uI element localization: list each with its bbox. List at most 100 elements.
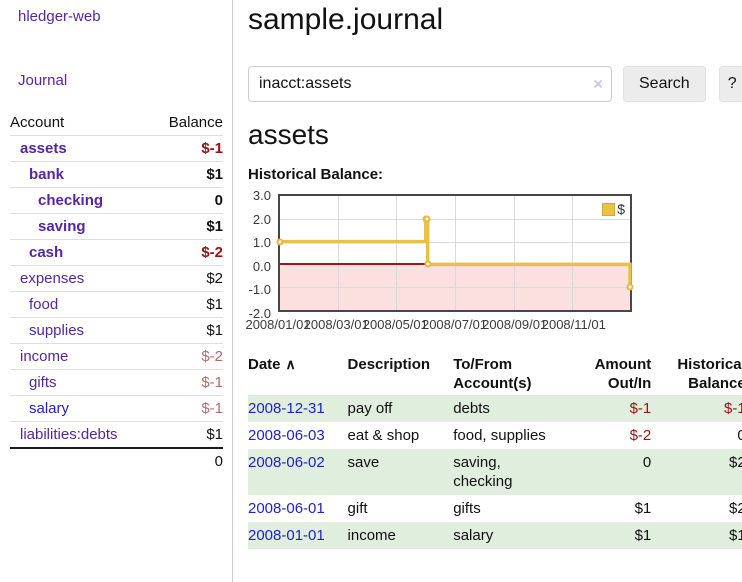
account-link[interactable]: expenses bbox=[20, 270, 85, 287]
sidebar-item-journal[interactable]: Journal bbox=[18, 72, 68, 89]
amount-header: Amount Out/In bbox=[594, 356, 652, 392]
balance-column-header: Balance bbox=[151, 110, 223, 136]
transaction-accounts: gifts bbox=[453, 500, 481, 517]
account-link[interactable]: checking bbox=[38, 192, 104, 209]
register-table: Date ∧ Description To/From Account(s) Amo… bbox=[248, 353, 742, 549]
transaction-description: save bbox=[347, 454, 380, 471]
register-header-row: Date ∧ Description To/From Account(s) Amo… bbox=[248, 353, 742, 395]
account-link[interactable]: gifts bbox=[29, 374, 57, 391]
chart-legend: $ bbox=[602, 201, 625, 217]
account-balance: $-2 bbox=[151, 239, 223, 266]
page-title: sample.journal bbox=[248, 3, 444, 36]
sidebar-account-row: saving $1 bbox=[10, 213, 223, 240]
account-link[interactable]: cash bbox=[29, 244, 64, 261]
transaction-description: gift bbox=[347, 500, 368, 517]
search-input[interactable] bbox=[248, 66, 612, 102]
y-axis-tick-label: 2.0 bbox=[252, 211, 271, 227]
chart-title: Historical Balance: bbox=[248, 166, 384, 183]
account-balance: $1 bbox=[151, 317, 223, 344]
search-button[interactable]: Search bbox=[623, 66, 706, 102]
sidebar-total-row: 0 bbox=[10, 447, 223, 474]
accounts-header: To/From Account(s) bbox=[453, 356, 532, 392]
transaction-date-link[interactable]: 2008-06-02 bbox=[248, 454, 325, 471]
main-content: sample.journal × Search ? assets Histori… bbox=[233, 0, 742, 582]
account-balance: 0 bbox=[151, 187, 223, 214]
y-axis-tick-label: -1.0 bbox=[248, 282, 271, 298]
account-balance: $1 bbox=[151, 213, 223, 240]
brand-link[interactable]: hledger-web bbox=[18, 8, 101, 25]
date-sort-header[interactable]: Date ∧ bbox=[248, 353, 348, 395]
transaction-date-link[interactable]: 2008-01-01 bbox=[248, 527, 325, 544]
gridline bbox=[454, 196, 456, 310]
x-axis-tick-label: 2008/01/01 bbox=[245, 317, 311, 332]
register-row: 2008-12-31 pay off debts $-1 $-1 bbox=[248, 395, 742, 422]
account-balance-table: Account Balance assets $-1 bank $1 checking 0… bbox=[10, 110, 223, 474]
account-balance: $-1 bbox=[151, 369, 223, 396]
x-axis-tick-label: 2008/07/01 bbox=[421, 317, 488, 332]
transaction-description: income bbox=[347, 527, 396, 544]
transaction-description: pay off bbox=[347, 400, 393, 417]
date-header-label: Date bbox=[248, 356, 281, 373]
account-link[interactable]: supplies bbox=[29, 322, 85, 339]
account-link[interactable]: assets bbox=[20, 140, 67, 157]
y-axis-tick-label: 1.0 bbox=[252, 235, 271, 251]
gridline bbox=[396, 196, 398, 310]
transaction-date-link[interactable]: 2008-12-31 bbox=[248, 400, 325, 417]
transaction-amount: 0 bbox=[642, 454, 652, 471]
sidebar-account-row: checking 0 bbox=[10, 187, 223, 214]
x-axis-tick-label: 2008/03/01 bbox=[303, 317, 369, 332]
balance-header: Historical Balance bbox=[677, 356, 742, 392]
transaction-accounts: debts bbox=[453, 400, 490, 417]
balance-series-line bbox=[280, 196, 630, 310]
data-point-marker bbox=[626, 283, 634, 291]
sidebar-account-rows: assets $-1 bank $1 checking 0 saving $1 cash $-2 e… bbox=[10, 135, 223, 474]
sidebar-account-row: assets $-1 bbox=[10, 135, 223, 162]
account-balance: $1 bbox=[151, 291, 223, 318]
chart-y-axis-labels: 3.0 2.0 1.0 0.0 -1.0 -2.0 bbox=[248, 189, 274, 320]
help-button[interactable]: ? bbox=[718, 66, 742, 102]
transaction-amount: $1 bbox=[634, 527, 652, 544]
data-point-marker bbox=[424, 260, 432, 268]
account-balance: $-2 bbox=[151, 343, 223, 370]
account-link[interactable]: bank bbox=[29, 166, 65, 183]
gridline bbox=[513, 196, 515, 310]
transaction-accounts: salary bbox=[453, 527, 494, 544]
y-axis-tick-label: -2.0 bbox=[248, 306, 271, 321]
transaction-date-link[interactable]: 2008-06-03 bbox=[248, 427, 325, 444]
transaction-balance: $2 bbox=[729, 454, 742, 471]
clear-search-icon[interactable]: × bbox=[593, 74, 603, 94]
account-link[interactable]: saving bbox=[38, 218, 86, 235]
y-axis-tick-label: 0.0 bbox=[252, 258, 271, 274]
transaction-balance: $1 bbox=[729, 527, 742, 544]
sidebar: hledger-web Journal Account Balance asse… bbox=[0, 0, 233, 582]
legend-label: $ bbox=[617, 201, 625, 217]
description-header: Description bbox=[347, 356, 431, 373]
data-point-marker bbox=[276, 238, 284, 246]
account-link[interactable]: food bbox=[29, 296, 59, 313]
x-axis-tick-label: 2008/11/01 bbox=[541, 317, 606, 332]
sidebar-account-row: cash $-2 bbox=[10, 239, 223, 266]
search-form: × Search ? bbox=[248, 66, 742, 102]
account-link[interactable]: salary bbox=[29, 400, 70, 417]
sidebar-account-row: food $1 bbox=[10, 291, 223, 318]
account-heading: assets bbox=[248, 119, 329, 150]
transaction-date-link[interactable]: 2008-06-01 bbox=[248, 500, 325, 517]
account-balance: $-1 bbox=[151, 395, 223, 422]
data-point-marker bbox=[423, 215, 431, 223]
register-row: 2008-06-03 eat & shop food, supplies $-2 0 bbox=[248, 422, 742, 449]
register-row: 2008-06-02 save saving, checking 0 $2 bbox=[248, 449, 742, 495]
historical-balance-chart: 3.0 2.0 1.0 0.0 -1.0 -2.0 $ 2008/01/01 2008/03… bbox=[245, 189, 640, 332]
account-link[interactable]: income bbox=[20, 348, 69, 365]
transaction-balance: $2 bbox=[729, 500, 742, 517]
sidebar-total-balance: 0 bbox=[151, 447, 223, 474]
legend-swatch-icon bbox=[602, 202, 616, 216]
sidebar-account-row: liabilities:debts $1 bbox=[10, 421, 223, 449]
transaction-amount: $-2 bbox=[629, 427, 652, 444]
register-rows: 2008-12-31 pay off debts $-1 $-1 2008-06-03 ea… bbox=[248, 395, 742, 549]
account-balance: $2 bbox=[151, 265, 223, 292]
account-balance: $-1 bbox=[151, 135, 223, 162]
account-link[interactable]: liabilities:debts bbox=[20, 426, 118, 443]
chart-x-axis-labels: 2008/01/01 2008/03/01 2008/05/01 2008/07/01… bbox=[245, 317, 632, 332]
account-balance: $1 bbox=[151, 161, 223, 188]
